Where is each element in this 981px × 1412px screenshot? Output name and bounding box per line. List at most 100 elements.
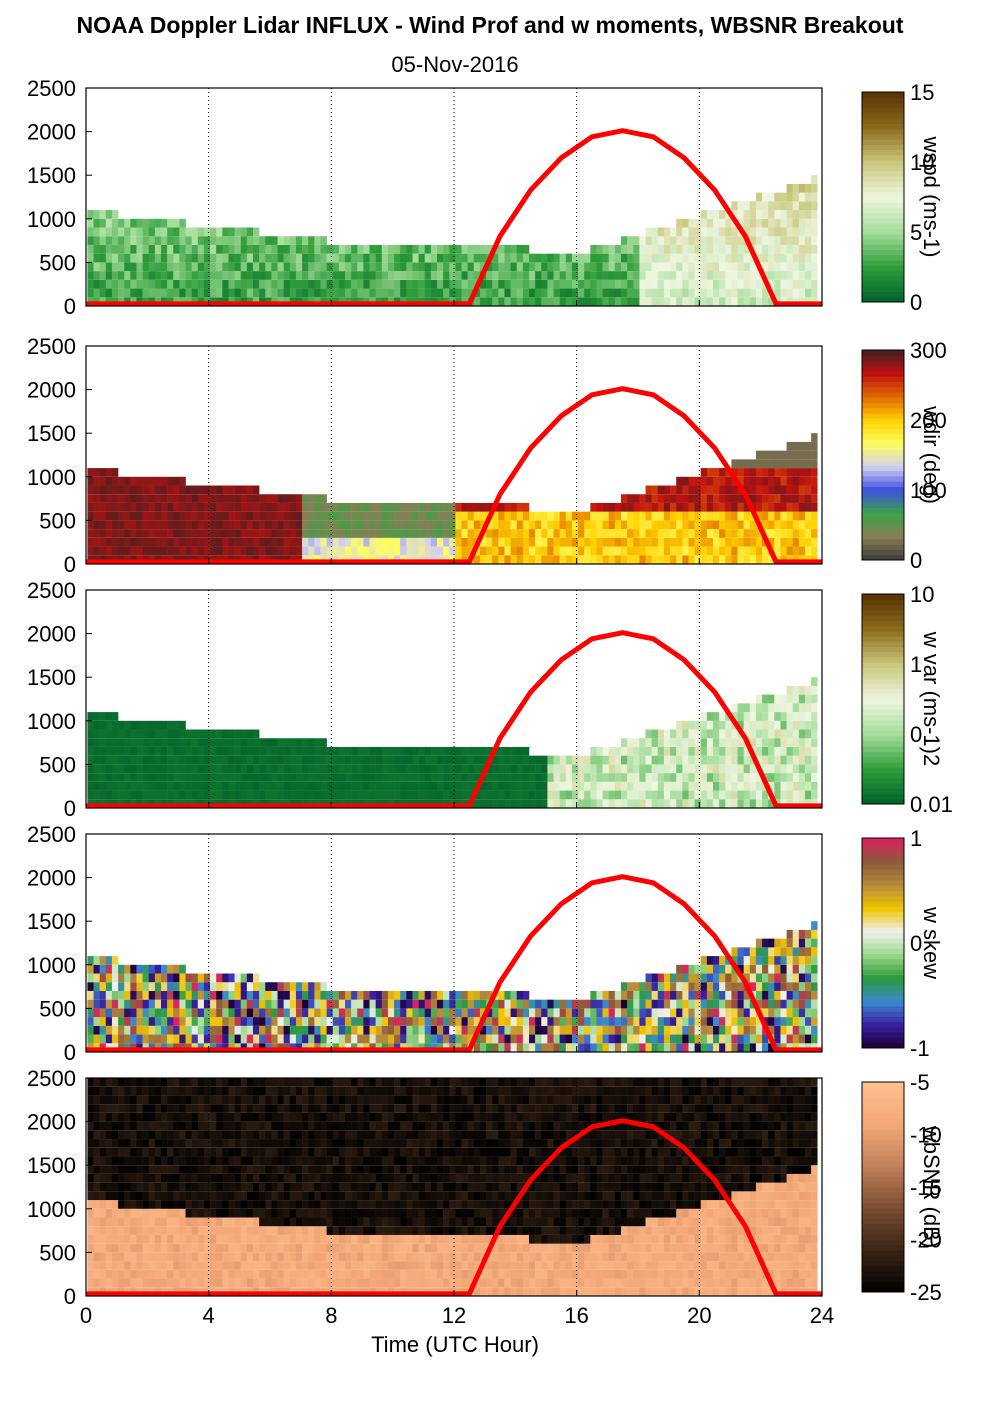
heatmap-cell <box>590 764 597 774</box>
heatmap-cell <box>633 999 640 1009</box>
heatmap-cell <box>136 1139 143 1148</box>
heatmap-cell <box>216 529 223 538</box>
heatmap-cell <box>363 1017 370 1026</box>
heatmap-cell <box>461 1034 468 1044</box>
heatmap-cell <box>713 271 720 280</box>
heatmap-cell <box>142 1173 149 1183</box>
heatmap-cell <box>688 529 695 538</box>
heatmap-cell <box>621 1008 628 1018</box>
heatmap-cell <box>308 262 315 272</box>
heatmap-cell <box>283 1034 291 1044</box>
heatmap-cell <box>351 529 358 538</box>
heatmap-cell <box>185 1243 192 1253</box>
heatmap-cell <box>768 459 775 469</box>
heatmap-cell <box>240 279 248 289</box>
heatmap-cell <box>443 520 450 530</box>
heatmap-cell <box>111 271 119 280</box>
heatmap-cell <box>118 227 125 237</box>
heatmap-cell <box>510 999 517 1009</box>
heatmap-cell <box>633 546 640 556</box>
heatmap-cell <box>706 502 714 512</box>
heatmap-cell <box>529 799 536 808</box>
heatmap-cell <box>154 253 162 263</box>
heatmap-cell <box>682 546 689 556</box>
heatmap-cell <box>265 244 272 254</box>
heatmap-cell <box>737 218 744 228</box>
heatmap-cell <box>136 253 143 263</box>
colorbar-frame <box>861 837 905 1049</box>
heatmap-cell <box>179 1165 186 1174</box>
heatmap-cell <box>161 964 168 974</box>
heatmap-cell <box>516 279 524 289</box>
heatmap-cell <box>706 773 714 782</box>
colorbar-swatch <box>862 890 904 897</box>
heatmap-cell <box>590 790 597 800</box>
heatmap-cell <box>473 511 481 521</box>
heatmap-cell <box>694 271 701 280</box>
heatmap-cell <box>486 297 493 306</box>
heatmap-cell <box>314 990 321 1000</box>
heatmap-cell <box>412 288 419 298</box>
heatmap-cell <box>173 1139 180 1148</box>
heatmap-cell <box>651 546 659 556</box>
heatmap-cell <box>706 720 714 730</box>
heatmap-cell <box>99 1252 107 1262</box>
heatmap-cell <box>216 288 223 298</box>
heatmap-cell <box>295 990 303 1000</box>
heatmap-cell <box>240 537 248 547</box>
heatmap-cell <box>105 1208 113 1218</box>
heatmap-cell <box>584 537 591 547</box>
heatmap-cell <box>768 192 775 202</box>
heatmap-cell <box>167 1200 174 1209</box>
heatmap-cell <box>203 1025 211 1035</box>
heatmap-cell <box>461 279 468 289</box>
heatmap-cell <box>713 218 720 228</box>
heatmap-cell <box>522 1034 530 1044</box>
heatmap-cell <box>657 244 665 254</box>
heatmap-cell <box>154 244 162 254</box>
heatmap-cell <box>338 1025 346 1035</box>
heatmap-cell <box>780 738 787 747</box>
heatmap-cell <box>676 502 683 512</box>
heatmap-cell <box>479 764 487 774</box>
heatmap-cell <box>302 738 309 747</box>
heatmap-cell <box>706 1025 714 1035</box>
heatmap-cell <box>406 746 413 756</box>
heatmap-cell <box>762 1043 769 1052</box>
heatmap-cell <box>780 781 787 791</box>
heatmap-cell <box>148 1017 156 1026</box>
heatmap-cell <box>657 227 665 237</box>
heatmap-cell <box>725 253 732 263</box>
colorbar-swatch <box>862 1032 904 1038</box>
heatmap-cell <box>737 511 744 521</box>
heatmap-cell <box>161 288 168 298</box>
heatmap-cell <box>320 990 327 1000</box>
heatmap-cell <box>755 537 763 547</box>
heatmap-cell <box>645 297 652 306</box>
heatmap-cell <box>136 1086 143 1096</box>
heatmap-cell <box>148 253 156 263</box>
heatmap-cell <box>578 546 585 556</box>
heatmap-cell <box>608 279 616 289</box>
heatmap-cell <box>357 790 364 800</box>
heatmap-cell <box>731 244 738 254</box>
heatmap-cell <box>191 485 199 495</box>
heatmap-cell <box>755 468 763 477</box>
heatmap-cell <box>118 746 125 756</box>
heatmap-cell <box>571 271 579 280</box>
heatmap-cell <box>203 738 211 747</box>
heatmap-cell <box>277 262 284 272</box>
heatmap-cell <box>479 262 487 272</box>
heatmap-cell <box>87 1034 94 1044</box>
heatmap-cell <box>565 529 573 538</box>
heatmap-cell <box>578 537 585 547</box>
heatmap-cell <box>124 738 131 747</box>
heatmap-cell <box>216 271 223 280</box>
heatmap-cell <box>173 546 180 556</box>
heatmap-cell <box>780 210 787 219</box>
heatmap-cell <box>259 781 266 791</box>
heatmap-cell <box>749 262 757 272</box>
heatmap-cell <box>240 271 248 280</box>
heatmap-cell <box>118 262 125 272</box>
